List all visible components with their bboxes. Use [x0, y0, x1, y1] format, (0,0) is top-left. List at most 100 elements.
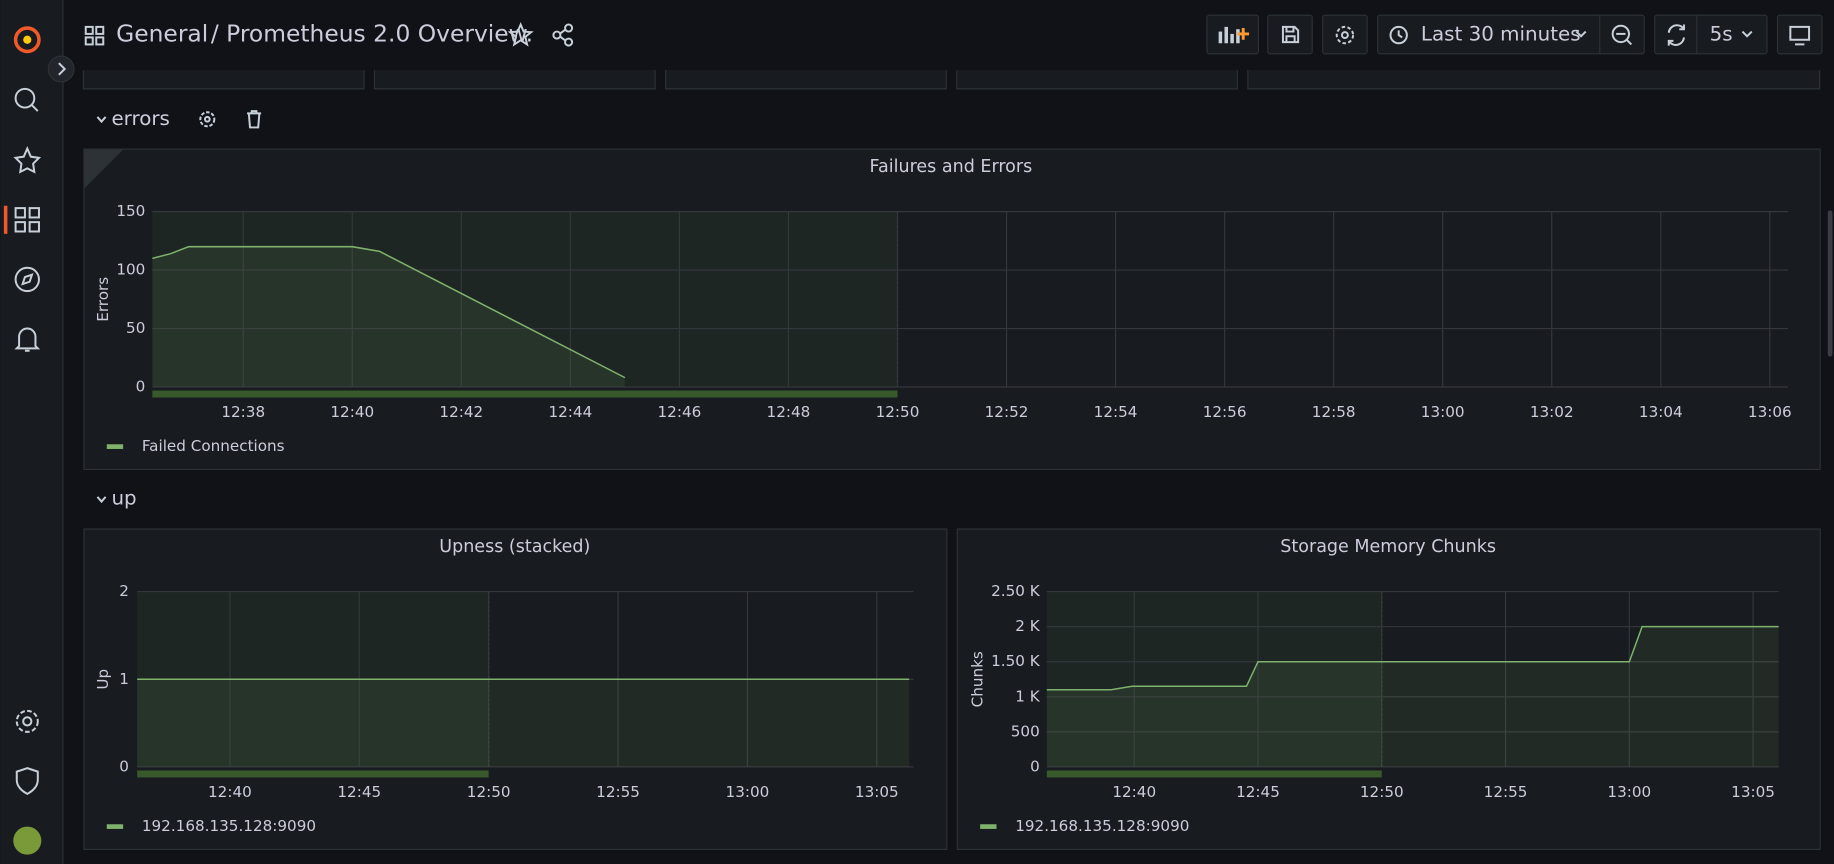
- legend-swatch: [106, 444, 124, 449]
- alerting-icon[interactable]: [14, 327, 41, 352]
- dashboards-icon[interactable]: [14, 207, 40, 233]
- time-region: [1046, 591, 1382, 767]
- time-picker[interactable]: [1377, 14, 1645, 55]
- explore-icon[interactable]: [14, 266, 40, 293]
- row-delete[interactable]: [247, 110, 262, 129]
- y-tick-label: 0: [1030, 757, 1040, 775]
- panel: [83, 528, 948, 850]
- y-tick-label: 50: [126, 319, 145, 337]
- y-tick-label: 1: [119, 670, 129, 688]
- x-tick-label: 13:00: [1607, 783, 1651, 801]
- y-axis-label: Chunks: [968, 651, 986, 707]
- star-button[interactable]: [507, 21, 534, 47]
- x-tick-label: 12:48: [767, 403, 811, 421]
- user-avatar[interactable]: [13, 826, 42, 855]
- clock-icon: [1389, 25, 1408, 45]
- x-tick-label: 12:54: [1094, 403, 1138, 421]
- active-indicator: [3, 205, 8, 234]
- time-region: [152, 211, 898, 387]
- y-tick-label: 150: [116, 202, 145, 220]
- time-range[interactable]: Last 30 minutes: [1421, 23, 1581, 46]
- add-panel-icon: [1218, 26, 1250, 44]
- legend-label: 192.168.135.128:9090: [1015, 817, 1189, 835]
- x-tick-label: 12:40: [1112, 783, 1156, 801]
- refresh-interval[interactable]: 5s: [1710, 23, 1733, 46]
- x-tick-label: 13:05: [855, 783, 899, 801]
- legend-swatch: [980, 824, 997, 829]
- expand-sidebar[interactable]: [47, 55, 75, 83]
- save-icon: [1281, 25, 1300, 44]
- grafana-logo[interactable]: [13, 26, 41, 54]
- y-tick-label: 0: [136, 377, 146, 395]
- x-tick-label: 13:00: [1421, 403, 1465, 421]
- x-tick-label: 12:50: [876, 403, 920, 421]
- grafana-logo-dot: [23, 35, 32, 44]
- tv-mode-button[interactable]: [1776, 14, 1823, 55]
- refresh-picker[interactable]: [1654, 14, 1768, 55]
- x-tick-label: 12:50: [467, 783, 511, 801]
- x-tick-label: 13:05: [1731, 783, 1775, 801]
- expand-icon: [58, 62, 67, 76]
- row-title[interactable]: up: [111, 487, 136, 510]
- y-tick-label: 2: [119, 582, 129, 600]
- dashboard-title[interactable]: / Prometheus 2.0 Overview.: [211, 20, 533, 48]
- panel-title: Storage Memory Chunks: [1280, 537, 1496, 557]
- y-tick-label: 2 K: [1015, 617, 1040, 635]
- dashboard-grid-icon: [84, 25, 105, 46]
- x-tick-label: 12:58: [1312, 403, 1356, 421]
- x-tick-label: 12:40: [208, 783, 252, 801]
- panel: [83, 148, 1821, 470]
- x-tick-label: 13:00: [726, 783, 770, 801]
- y-tick-label: 2.50 K: [991, 582, 1041, 600]
- starred-icon[interactable]: [13, 145, 42, 174]
- x-tick-label: 12:40: [330, 403, 374, 421]
- panel-row-top: [82, 70, 1821, 90]
- configuration-icon[interactable]: [15, 709, 39, 733]
- series-line: [152, 245, 626, 379]
- panel-title: Upness (stacked): [439, 537, 590, 557]
- x-tick-label: 12:45: [1236, 783, 1280, 801]
- x-tick-label: 12:38: [221, 403, 265, 421]
- time-region-bar: [137, 770, 489, 778]
- series-area: [152, 246, 625, 387]
- settings-button[interactable]: [1322, 14, 1368, 55]
- row-collapse-icon[interactable]: [96, 116, 107, 124]
- panel-title: Failures and Errors: [870, 157, 1033, 177]
- scrollbar[interactable]: [1827, 210, 1833, 357]
- series-area: [137, 679, 910, 767]
- server-admin-icon[interactable]: [15, 767, 39, 795]
- search-icon[interactable]: [14, 87, 39, 112]
- time-region-bar: [1046, 770, 1382, 778]
- x-tick-label: 12:52: [985, 403, 1029, 421]
- row-title[interactable]: errors: [111, 107, 169, 130]
- x-tick-label: 13:02: [1530, 403, 1574, 421]
- x-tick-label: 12:44: [548, 403, 592, 421]
- x-tick-label: 12:45: [337, 783, 381, 801]
- y-axis-label: Errors: [94, 277, 112, 322]
- row-settings[interactable]: [199, 111, 216, 128]
- y-tick-label: 1.50 K: [991, 652, 1041, 670]
- tv-icon: [1789, 25, 1811, 46]
- y-tick-label: 0: [119, 757, 129, 775]
- y-tick-label: 1 K: [1015, 687, 1040, 705]
- zoom-out-button[interactable]: [1611, 24, 1633, 46]
- row-collapse-icon[interactable]: [96, 496, 107, 504]
- save-button[interactable]: [1267, 14, 1313, 55]
- time-region-bar: [152, 390, 898, 398]
- legend-label: Failed Connections: [142, 437, 285, 455]
- x-tick-label: 12:46: [658, 403, 702, 421]
- x-tick-label: 12:55: [1484, 783, 1528, 801]
- refresh-icon: [1667, 24, 1685, 46]
- breadcrumb-folder[interactable]: General: [116, 20, 208, 48]
- legend-swatch: [106, 824, 124, 829]
- x-tick-label: 12:42: [439, 403, 483, 421]
- y-tick-label: 100: [116, 261, 145, 279]
- series-line: [1046, 625, 1779, 691]
- time-range-caret: [1575, 30, 1587, 38]
- refresh-caret: [1741, 30, 1753, 38]
- share-button[interactable]: [552, 23, 574, 47]
- legend-label: 192.168.135.128:9090: [142, 817, 316, 835]
- x-tick-label: 12:56: [1203, 403, 1247, 421]
- y-axis-label: Up: [94, 669, 112, 690]
